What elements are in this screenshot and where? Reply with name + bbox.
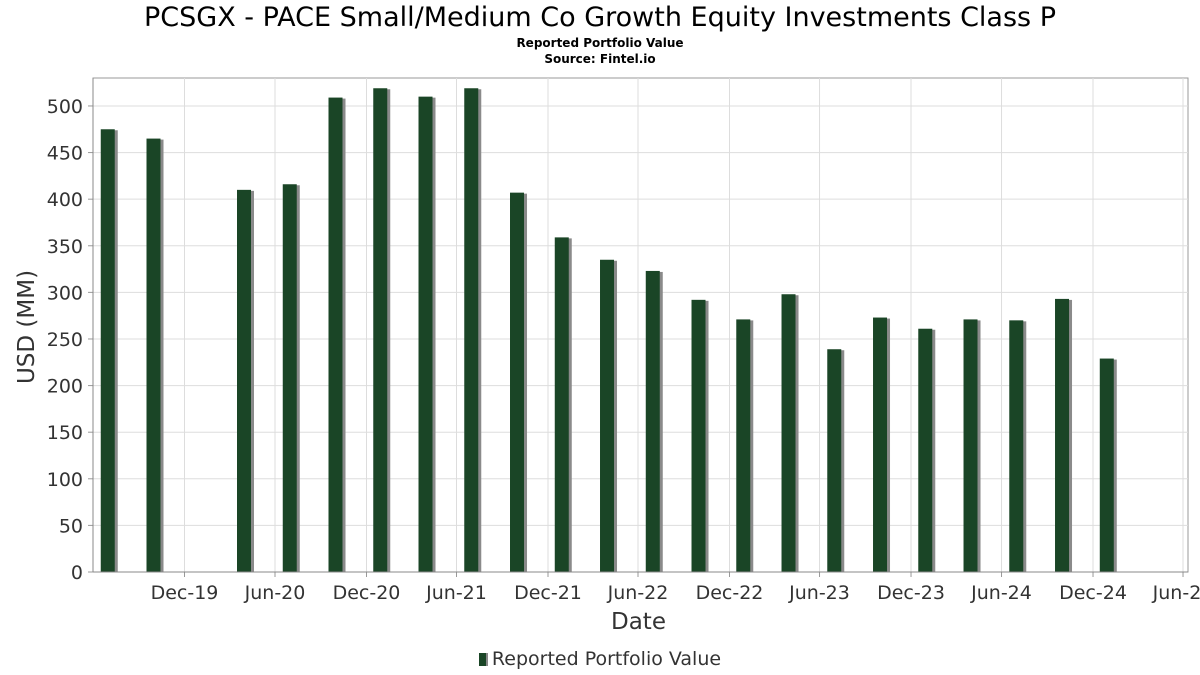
- y-tick-label: 350: [47, 236, 83, 258]
- y-tick-label: 150: [47, 422, 83, 444]
- chart-source: Source: Fintel.io: [544, 52, 656, 66]
- bar: [781, 294, 796, 572]
- legend-swatch: [478, 653, 488, 666]
- bar: [691, 299, 706, 572]
- x-tick-label: Dec-20: [333, 582, 401, 604]
- x-tick-label: Jun-24: [970, 582, 1032, 604]
- y-tick-label: 100: [47, 469, 83, 491]
- y-tick-label: 0: [71, 562, 83, 584]
- x-tick-label: Dec-23: [877, 582, 945, 604]
- x-tick-label: Dec-24: [1059, 582, 1127, 604]
- bar: [645, 270, 660, 572]
- chart-legend: Reported Portfolio Value: [0, 648, 1200, 670]
- bar: [1055, 298, 1070, 572]
- x-axis-title: Date: [611, 609, 666, 635]
- bar: [827, 349, 842, 572]
- x-tick-label: Jun-22: [607, 582, 669, 604]
- y-tick-label: 250: [47, 329, 83, 351]
- x-tick-label: Dec-22: [696, 582, 764, 604]
- chart-subtitle: Reported Portfolio Value: [516, 36, 684, 50]
- y-tick-label: 50: [59, 515, 83, 537]
- bar: [918, 328, 933, 572]
- bar: [1009, 320, 1024, 572]
- bar: [1099, 358, 1114, 572]
- x-tick-label: Dec-21: [514, 582, 582, 604]
- bar: [873, 317, 888, 572]
- bar: [328, 97, 343, 573]
- y-axis-title: USD (MM): [14, 270, 40, 384]
- bar: [963, 319, 978, 572]
- bar: [736, 319, 751, 572]
- x-tick-label: Jun-21: [425, 582, 487, 604]
- x-tick-label: Jun-20: [244, 582, 306, 604]
- y-tick-label: 200: [47, 376, 83, 398]
- bar: [510, 192, 525, 573]
- x-tick-label: Jun-25: [1152, 582, 1200, 604]
- y-tick-label: 450: [47, 143, 83, 165]
- y-tick-label: 300: [47, 282, 83, 304]
- y-tick-label: 500: [47, 96, 83, 118]
- y-tick-label: 400: [47, 189, 83, 211]
- bar: [554, 237, 569, 573]
- bar: [146, 138, 161, 572]
- bar: [282, 184, 297, 573]
- chart-title: PCSGX - PACE Small/Medium Co Growth Equi…: [144, 2, 1056, 33]
- bar: [100, 129, 115, 572]
- bar: [464, 88, 479, 572]
- bar: [237, 189, 252, 572]
- bar: [600, 259, 615, 572]
- bar: [373, 88, 388, 572]
- x-tick-label: Dec-19: [151, 582, 219, 604]
- bar: [418, 96, 433, 572]
- legend-label: Reported Portfolio Value: [491, 648, 722, 670]
- x-tick-label: Jun-23: [788, 582, 850, 604]
